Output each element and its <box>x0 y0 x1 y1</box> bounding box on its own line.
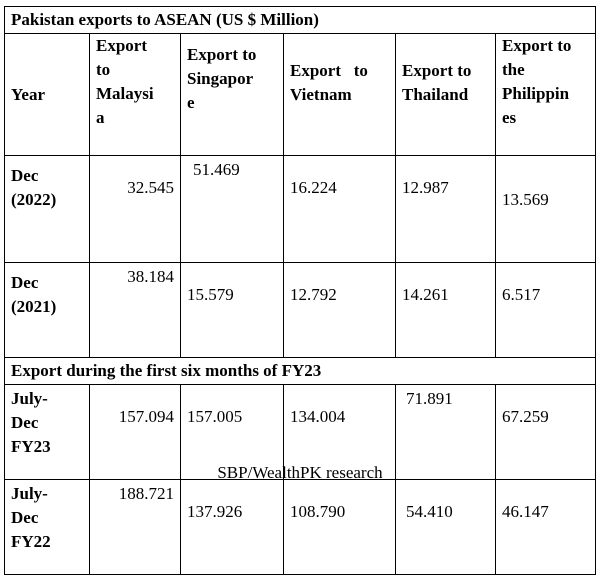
header-thailand: Export to Thailand <box>395 33 496 156</box>
source-caption: SBP/WealthPK research <box>217 463 383 482</box>
cell-vietnam: 12.792 <box>283 262 396 358</box>
header-year: Year <box>4 33 90 156</box>
cell-singapore: 137.926 <box>180 479 284 575</box>
cell-vietnam: 16.224 <box>283 155 396 263</box>
exports-table: Pakistan exports to ASEAN (US $ Million)… <box>3 6 597 575</box>
row-year: July- Dec FY22 <box>4 479 90 575</box>
cell-thailand: 14.261 <box>395 262 496 358</box>
table-row: July- Dec FY22 188.721 137.926 108.790 5… <box>4 479 597 575</box>
row-year: July- Dec FY23 <box>4 384 90 480</box>
table-row: July- Dec FY23 157.094 157.005 134.004 7… <box>4 384 597 480</box>
cell-thailand: 54.410 <box>395 479 496 575</box>
table-row: Dec (2021) 38.184 15.579 12.792 14.261 6… <box>4 262 597 358</box>
header-singapore: Export to Singapor e <box>180 33 284 156</box>
cell-singapore: 51.469 <box>180 155 284 263</box>
cell-malaysia: 188.721 <box>89 479 181 575</box>
cell-vietnam: 108.790 <box>283 479 396 575</box>
cell-malaysia: 38.184 <box>89 262 181 358</box>
cell-thailand: 12.987 <box>395 155 496 263</box>
cell-philippines: 6.517 <box>494 262 597 358</box>
row-year: Dec (2021) <box>4 262 90 358</box>
cell-philippines: 13.569 <box>494 155 597 263</box>
cell-singapore: 15.579 <box>180 262 284 358</box>
section-title: Export during the first six months of FY… <box>3 357 597 385</box>
cell-singapore: 157.005 <box>180 384 284 480</box>
cell-thailand: 71.891 <box>395 384 496 480</box>
cell-philippines: 46.147 <box>494 479 597 575</box>
header-vietnam: Export to Vietnam <box>283 33 396 156</box>
row-year: Dec (2022) <box>4 155 90 263</box>
table-row: Dec (2022) 32.545 51.469 16.224 12.987 1… <box>4 155 597 263</box>
header-malaysia: Export to Malaysi a <box>89 33 181 156</box>
table-title: Pakistan exports to ASEAN (US $ Million) <box>3 6 597 34</box>
cell-malaysia: 32.545 <box>89 155 181 263</box>
cell-philippines: 67.259 <box>494 384 597 480</box>
header-philippines: Export to the Philippin es <box>494 33 597 156</box>
